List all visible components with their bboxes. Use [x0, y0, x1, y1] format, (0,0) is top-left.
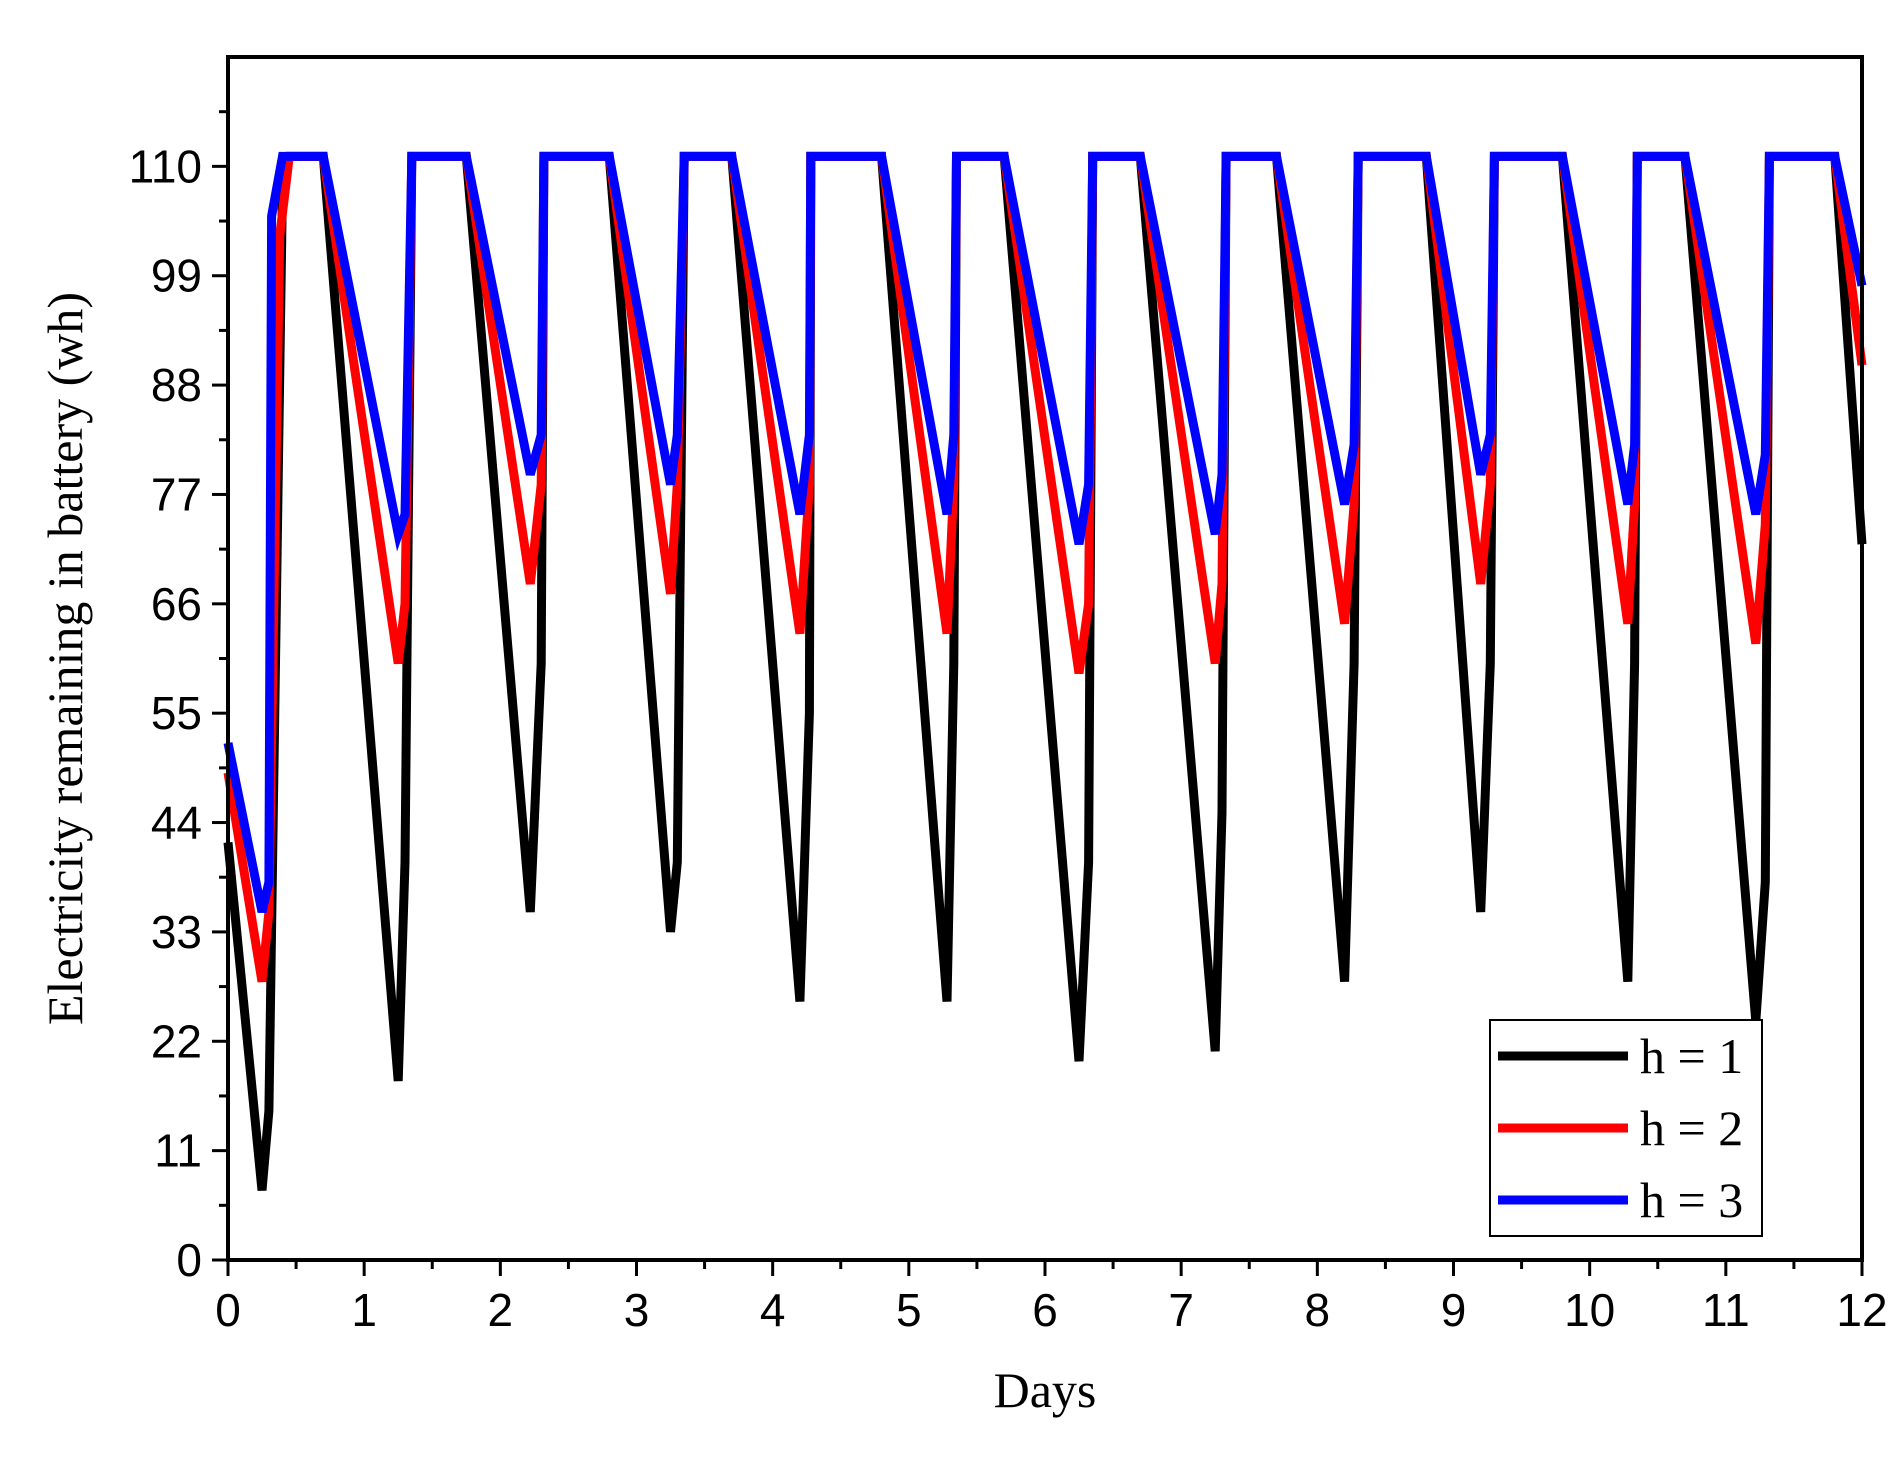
legend-label: h = 2 [1640, 1100, 1743, 1156]
y-axis-title: Electricity remaining in battery (wh) [37, 292, 93, 1025]
x-tick-label: 2 [488, 1284, 514, 1336]
y-tick-label: 22 [151, 1015, 202, 1067]
series-layer [223, 151, 1867, 1191]
x-tick-label: 10 [1564, 1284, 1615, 1336]
x-tick-label: 0 [215, 1284, 241, 1336]
x-tick-label: 4 [760, 1284, 786, 1336]
y-tick-label: 88 [151, 359, 202, 411]
y-tick-label: 11 [154, 1125, 202, 1177]
y-tick-label: 110 [129, 140, 202, 192]
y-tick-label: 33 [151, 906, 202, 958]
x-tick-label: 7 [1168, 1284, 1194, 1336]
y-tick-label: 0 [176, 1234, 202, 1286]
x-tick-label: 8 [1305, 1284, 1331, 1336]
x-tick-label: 9 [1441, 1284, 1467, 1336]
series-line-h3 [223, 151, 1867, 914]
x-axis-title: Days [994, 1362, 1097, 1418]
x-tick-label: 6 [1032, 1284, 1058, 1336]
x-tick-label: 5 [896, 1284, 922, 1336]
y-tick-label: 44 [151, 797, 202, 849]
y-tick-label: 99 [151, 250, 202, 302]
x-tick-label: 1 [351, 1284, 377, 1336]
legend-label: h = 1 [1640, 1028, 1743, 1084]
y-tick-label: 66 [151, 578, 202, 630]
y-tick-label: 55 [151, 687, 202, 739]
y-tick-label: 77 [151, 468, 202, 520]
x-tick-label: 12 [1836, 1284, 1887, 1336]
legend: h = 1 h = 2 h = 3 [1489, 1019, 1763, 1237]
legend-label: h = 3 [1640, 1172, 1743, 1228]
x-tick-label: 3 [624, 1284, 650, 1336]
x-tick-label: 11 [1702, 1284, 1750, 1336]
